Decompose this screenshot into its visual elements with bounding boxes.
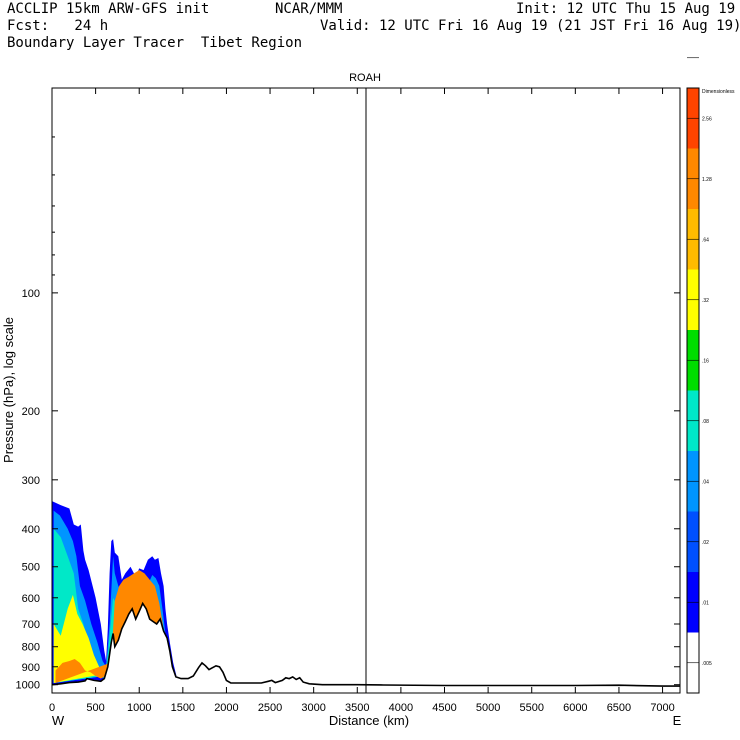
x-tick-label-4500: 4500 [432, 702, 456, 714]
x-axis-east-label: E [673, 713, 682, 728]
colorbar-frame [686, 87, 700, 694]
x-tick-label-2000: 2000 [214, 702, 238, 714]
x-tick-label-6000: 6000 [563, 702, 587, 714]
x-tick-label-0: 0 [49, 702, 55, 714]
colorbar-label-4: .08 [702, 419, 709, 425]
plot-frame [51, 87, 681, 694]
x-tick-label-500: 500 [86, 702, 104, 714]
colorbar-label-7: .64 [702, 237, 709, 243]
y-tick-label-200: 200 [22, 406, 40, 418]
x-tick-label-7000: 7000 [650, 702, 674, 714]
y-tick-label-600: 600 [22, 593, 40, 605]
x-axis-west-label: W [52, 713, 65, 728]
x-tick-label-1000: 1000 [127, 702, 151, 714]
chart-title: ROAH [349, 72, 381, 84]
header-right-2: Valid: 12 UTC Fri 16 Aug 19 (21 JST Fri … [320, 18, 740, 34]
y-tick-label-700: 700 [22, 619, 40, 631]
y-tick-label-300: 300 [22, 475, 40, 487]
colorbar-label-9: 2.56 [702, 116, 712, 122]
x-tick-label-3500: 3500 [345, 702, 369, 714]
x-tick-label-5000: 5000 [476, 702, 500, 714]
x-axis-label: Distance (km) [329, 713, 409, 728]
x-tick-label-1500: 1500 [171, 702, 195, 714]
x-tick-label-6500: 6500 [607, 702, 631, 714]
x-tick-label-2500: 2500 [258, 702, 282, 714]
y-tick-label-400: 400 [22, 524, 40, 536]
y-tick-label-900: 900 [22, 662, 40, 674]
y-tick-label-500: 500 [22, 562, 40, 574]
axes: 0 500 1000 1500 2000 2500 3000 3500 4000 4500 5000… [16, 87, 680, 714]
colorbar-label-5: .16 [702, 358, 709, 364]
colorbar-label-0: .005 [702, 661, 712, 667]
terrain-line [51, 601, 680, 687]
header-right-1: Init: 12 UTC Thu 15 Aug 19 [516, 1, 736, 17]
header-left-3: Boundary Layer Tracer Tibet Region [7, 35, 303, 51]
terrain [51, 601, 680, 693]
x-tick-label-3000: 3000 [301, 702, 325, 714]
colorbar-label-10: Dimensionless [702, 89, 735, 95]
header-center-1: NCAR/MMM [275, 1, 343, 17]
colorbar-label-3: .04 [702, 479, 709, 485]
y-tick-label-100: 100 [22, 288, 40, 300]
header-left-2: Fcst: 24 h [7, 18, 109, 34]
tracer-contour-1p28 [55, 570, 166, 683]
y-tick-label-800: 800 [22, 642, 40, 654]
colorbar-label-1: .01 [702, 600, 709, 606]
colorbar: .005 .01 .02 .04 .08 .16 .32 .64 1.28 2.56 Dimensi… [686, 57, 735, 694]
x-tick-label-4000: 4000 [389, 702, 413, 714]
colorbar-label-6: .32 [702, 298, 709, 304]
header-left-1: ACCLIP 15km ARW-GFS init [7, 1, 210, 17]
colorbar-label-8: 1.28 [702, 177, 712, 183]
x-tick-label-5500: 5500 [519, 702, 543, 714]
y-axis-label: Pressure (hPa), log scale [1, 317, 16, 463]
terrain-mask [52, 603, 680, 693]
y-tick-label-1000: 1000 [16, 680, 40, 692]
colorbar-label-2: .02 [702, 540, 709, 546]
